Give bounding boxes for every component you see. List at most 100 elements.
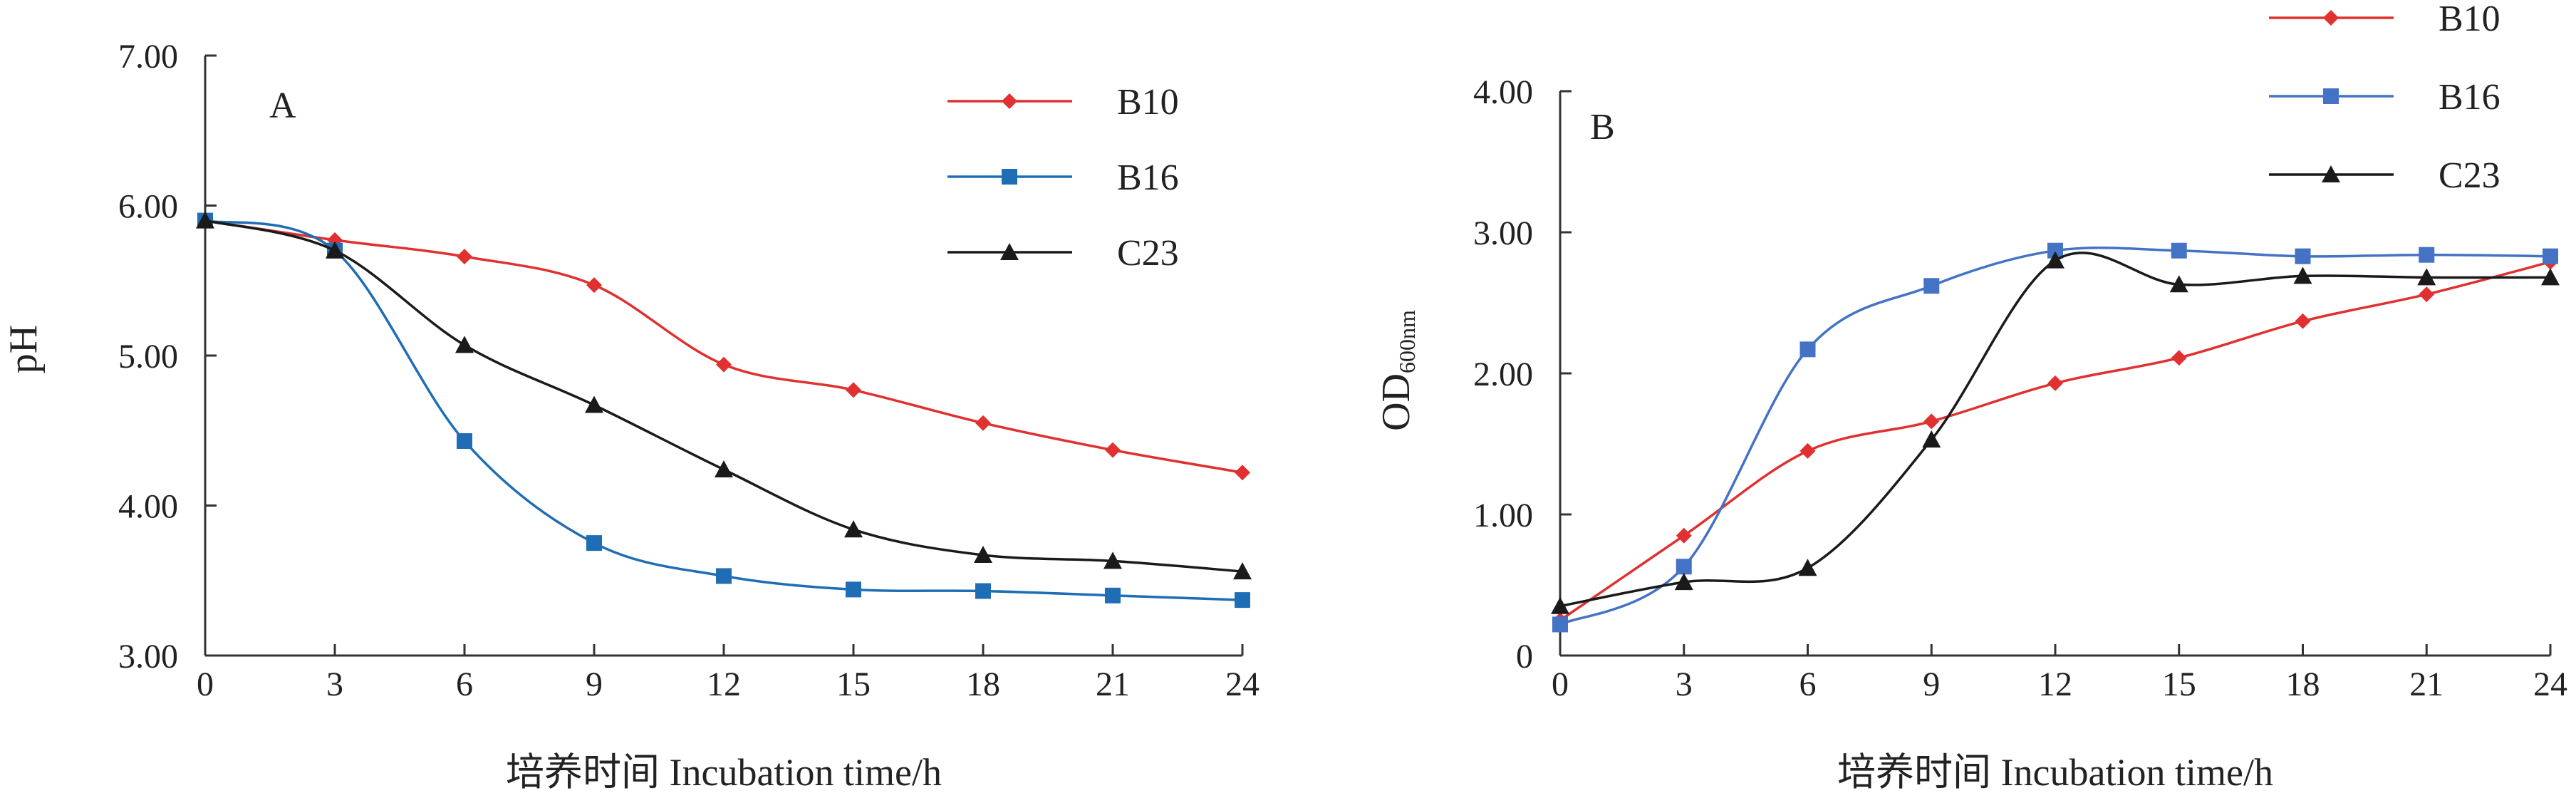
data-point (2171, 350, 2187, 366)
series-line-c23 (204, 219, 1243, 573)
data-point (2047, 375, 2063, 391)
x-tick-label: 3 (326, 665, 343, 703)
data-point (1923, 278, 1940, 294)
data-point (2047, 242, 2063, 259)
data-point (974, 545, 992, 564)
y-tick-label: 5.00 (118, 338, 178, 375)
legend-label: B16 (2439, 77, 2500, 118)
data-point (1105, 442, 1121, 458)
legend-label: B10 (2439, 0, 2500, 39)
x-tick-label: 0 (197, 665, 214, 703)
data-point (586, 535, 602, 551)
data-point (716, 356, 732, 373)
x-tick-label: 9 (586, 665, 603, 703)
chart-panel-b: 0 3 6 9 12 15 18 21 24 0 1.00 2.00 3.00 4.00 培养时间 Incu… (1374, 0, 2567, 794)
data-point (844, 520, 863, 538)
data-point (2169, 275, 2188, 293)
legend-item-b10: B10 (2269, 0, 2500, 39)
legend-item-b10: B10 (947, 82, 1179, 123)
x-tick-label: 3 (1676, 665, 1693, 703)
x-tick-label: 6 (456, 665, 473, 703)
data-point (1105, 587, 1121, 604)
data-point (2543, 248, 2558, 264)
y-tick-label: 3.00 (1473, 214, 1533, 252)
chart-panel-a: 0 3 6 9 12 15 18 21 24 3.00 4.00 5.00 6.00 7.00 培养时间 I… (1, 38, 1260, 794)
legend-marker (2323, 88, 2339, 104)
data-point (2295, 313, 2311, 329)
data-point (1799, 442, 1816, 459)
series-line-b10 (204, 219, 1243, 474)
legend-item-c23: C23 (947, 233, 1179, 274)
data-point (586, 277, 602, 294)
data-point (457, 433, 472, 449)
y-tick-label: 1.00 (1473, 497, 1533, 534)
data-point (585, 395, 603, 413)
legend-label: B16 (1117, 157, 1179, 198)
series-c23 (196, 211, 1252, 580)
x-tick-label: 24 (2533, 665, 2567, 703)
legend-item-c23: C23 (2269, 155, 2500, 196)
data-point (457, 249, 472, 265)
data-point (1233, 562, 1252, 580)
series-line-b10 (1559, 260, 2551, 621)
series-b16 (197, 212, 1250, 608)
data-point (1922, 430, 1941, 448)
x-tick-label: 18 (966, 665, 1000, 703)
legend-label: C23 (1117, 233, 1179, 274)
data-point (2417, 268, 2436, 286)
data-point (1799, 341, 1816, 358)
series-b10 (1552, 254, 2558, 628)
series-c23 (1551, 251, 2560, 614)
x-tick-label: 21 (1096, 665, 1130, 703)
data-point (2171, 242, 2187, 259)
data-point (196, 211, 214, 229)
data-point (326, 241, 344, 259)
y-tick-label: 4.00 (118, 488, 178, 526)
y-axis-title-main: OD (1374, 373, 1418, 431)
data-point (1235, 592, 1250, 608)
legend-marker (2322, 165, 2340, 183)
data-point (1798, 559, 1817, 576)
series-line-b16 (204, 219, 1243, 601)
x-tick-label: 18 (2286, 665, 2320, 703)
data-point (1552, 616, 1568, 633)
data-point (2419, 286, 2435, 303)
x-axis-title: 培养时间 Incubation time/h (506, 751, 942, 794)
data-point (1676, 527, 1692, 544)
data-point (2293, 266, 2312, 284)
y-axis-title: pH (1, 325, 46, 373)
data-point (2046, 251, 2065, 269)
x-tick-label: 0 (1552, 665, 1569, 703)
x-tick-label: 21 (2409, 665, 2443, 703)
series-line-b16 (1559, 246, 2551, 626)
data-point (2295, 248, 2311, 264)
legend-marker (2323, 10, 2339, 26)
x-tick-label: 6 (1799, 665, 1817, 703)
panel-label: A (269, 86, 296, 126)
data-point (1103, 551, 1122, 569)
data-point (716, 568, 732, 584)
series-b10 (197, 212, 1250, 481)
series-line-c23 (1559, 252, 2551, 608)
panel-label: B (1590, 107, 1615, 147)
legend-item-b16: B16 (2269, 77, 2500, 118)
data-point (846, 382, 861, 398)
y-tick-label: 6.00 (118, 188, 178, 226)
x-tick-label: 15 (836, 665, 871, 703)
y-axis-title: OD600nm (1374, 310, 1421, 431)
legend-marker (1000, 243, 1019, 261)
y-axis-title-subscript: 600nm (1394, 310, 1420, 373)
legend-marker (1002, 93, 1017, 109)
x-axis-title: 培养时间 Incubation time/h (1837, 751, 2273, 794)
legend-item-b16: B16 (947, 157, 1179, 198)
data-point (1235, 465, 1250, 481)
y-tick-label: 0 (1516, 638, 1533, 675)
data-point (1674, 573, 1693, 591)
y-axis-title-main: pH (1, 325, 46, 373)
y-tick-label: 7.00 (118, 38, 178, 76)
y-tick-label: 2.00 (1473, 356, 1533, 393)
x-tick-label: 24 (1225, 665, 1260, 703)
data-point (975, 583, 991, 599)
x-tick-label: 12 (2038, 665, 2072, 703)
